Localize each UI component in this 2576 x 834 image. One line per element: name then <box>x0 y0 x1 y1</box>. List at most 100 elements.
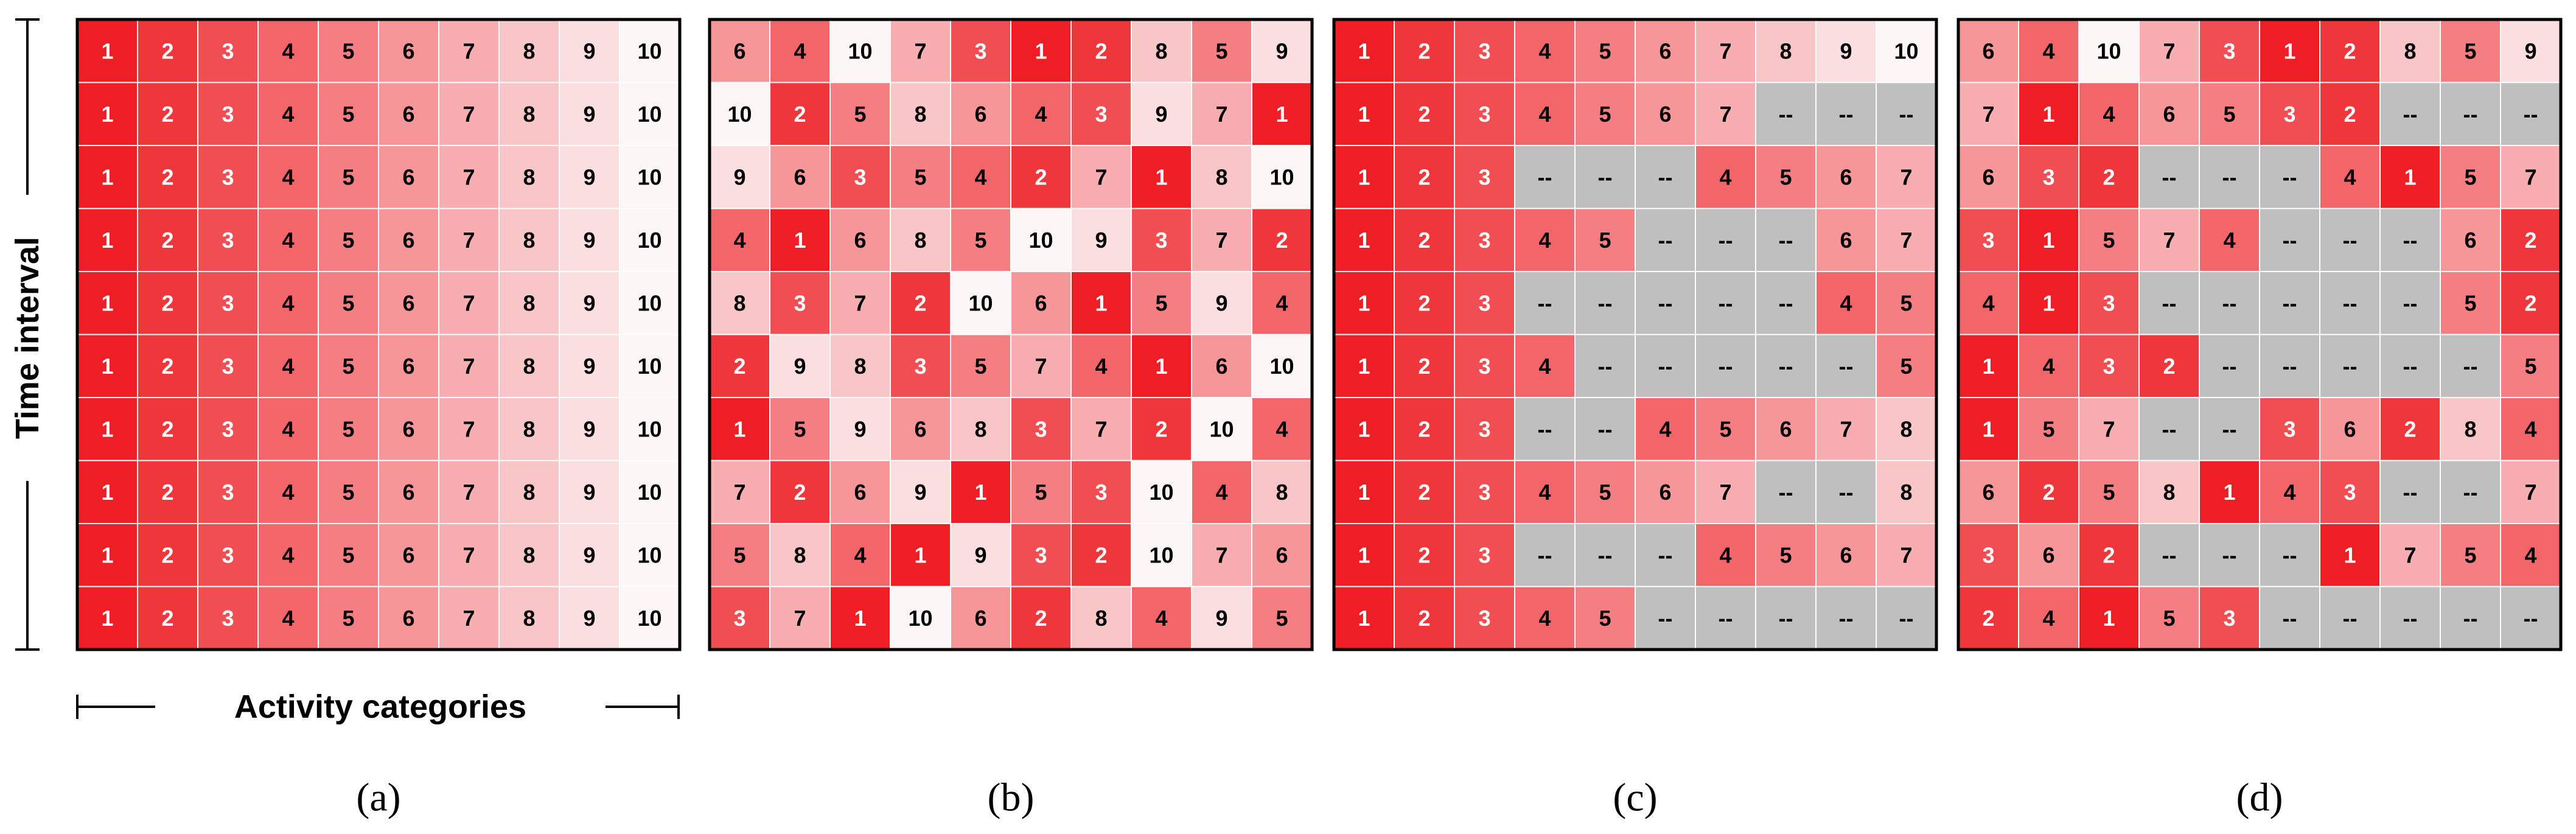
cell-text: 3 <box>222 38 234 63</box>
cell <box>709 586 770 650</box>
cell-text: -- <box>1719 290 1733 315</box>
cell <box>1635 208 1696 272</box>
cell <box>2379 271 2441 335</box>
cell <box>1070 82 1132 146</box>
cell <box>1070 397 1132 461</box>
cell-text: 3 <box>2042 164 2054 189</box>
cell-text: 7 <box>2163 38 2175 63</box>
cell-text: 1 <box>2344 542 2356 567</box>
cell <box>890 82 951 146</box>
cell <box>1251 271 1313 335</box>
cell-text: 10 <box>1209 416 1234 441</box>
cell <box>1514 334 1576 398</box>
cell-text: 7 <box>2404 542 2416 567</box>
cell-text: 6 <box>2464 228 2476 253</box>
cell-text: -- <box>2403 228 2418 253</box>
cell <box>1131 271 1192 335</box>
cell <box>1958 145 2019 209</box>
cell-text: 5 <box>1599 606 1611 631</box>
cell-text: 5 <box>2464 164 2476 189</box>
cell <box>709 271 770 335</box>
cell-text: 2 <box>1418 164 1430 189</box>
cell <box>378 271 439 335</box>
cell-text: 3 <box>222 416 234 441</box>
cell-text: 1 <box>1358 354 1370 379</box>
cell-text: 5 <box>1155 290 1167 315</box>
cell <box>2440 523 2501 587</box>
cell-text: 3 <box>2223 38 2235 63</box>
cell-text: -- <box>1658 164 1673 189</box>
cell <box>1010 397 1072 461</box>
cell-text: -- <box>2222 542 2237 567</box>
cell <box>2078 208 2140 272</box>
panel-border <box>1956 18 2563 651</box>
cell <box>1635 271 1696 335</box>
cell-text: 2 <box>914 290 926 315</box>
cell <box>2379 523 2441 587</box>
cell-text: -- <box>2524 606 2538 631</box>
cell <box>1815 145 1877 209</box>
cell <box>769 460 831 524</box>
cell-text: -- <box>2463 102 2478 127</box>
cell <box>2138 586 2200 650</box>
cell-text: 1 <box>794 228 806 253</box>
cell-text: 7 <box>1215 228 1227 253</box>
cell-text: 3 <box>1035 416 1047 441</box>
cell-text: 3 <box>1478 38 1490 63</box>
cell <box>1070 460 1132 524</box>
cell <box>1815 586 1877 650</box>
cell-text: 1 <box>2223 480 2235 505</box>
cell <box>1514 271 1576 335</box>
cell-text: -- <box>2162 164 2177 189</box>
cell <box>1815 397 1877 461</box>
cell-text: 1 <box>1982 416 1994 441</box>
cell <box>318 271 379 335</box>
cell-text: 2 <box>1035 164 1047 189</box>
cell-text: -- <box>2283 290 2297 315</box>
cell-text: 3 <box>2283 102 2295 127</box>
cell <box>257 334 319 398</box>
cell <box>438 145 500 209</box>
cell-text: 8 <box>974 416 986 441</box>
cell-text: -- <box>1538 416 1552 441</box>
cell <box>2018 19 2079 83</box>
cell-text: 7 <box>2524 164 2536 189</box>
cell <box>1010 82 1072 146</box>
cell <box>1070 145 1132 209</box>
cell <box>2319 460 2381 524</box>
cell <box>2199 334 2260 398</box>
cell-text: -- <box>1779 102 1793 127</box>
cell <box>2078 460 2140 524</box>
cell <box>1251 208 1313 272</box>
cell-text: 3 <box>2283 416 2295 441</box>
cell <box>559 82 620 146</box>
cell-text: 2 <box>1418 542 1430 567</box>
cell <box>2319 271 2381 335</box>
cell-text: 8 <box>523 606 535 631</box>
cell-text: 10 <box>908 606 932 631</box>
cell <box>1454 397 1515 461</box>
cell <box>2199 460 2260 524</box>
cell-text: 6 <box>402 290 414 315</box>
cell <box>2259 586 2320 650</box>
cell-text: 4 <box>282 38 294 63</box>
cell-text: 2 <box>1095 38 1107 63</box>
cell-text: 7 <box>1215 102 1227 127</box>
cell-text: -- <box>2283 354 2297 379</box>
cell-text: 6 <box>794 164 806 189</box>
cell-text: 6 <box>1035 290 1047 315</box>
cell-text: -- <box>2403 480 2418 505</box>
cell-text: 5 <box>342 416 354 441</box>
cell <box>318 586 379 650</box>
cell-text: -- <box>1899 102 1914 127</box>
cell-text: 9 <box>583 354 595 379</box>
cell-text: 1 <box>1358 480 1370 505</box>
cell <box>438 334 500 398</box>
cell-text: -- <box>1779 228 1793 253</box>
cell <box>378 145 439 209</box>
cell-text: 1 <box>1358 290 1370 315</box>
cell-text: 4 <box>2344 164 2356 189</box>
cell <box>890 145 951 209</box>
cell-text: -- <box>1658 354 1673 379</box>
cell-text: 1 <box>1982 354 1994 379</box>
